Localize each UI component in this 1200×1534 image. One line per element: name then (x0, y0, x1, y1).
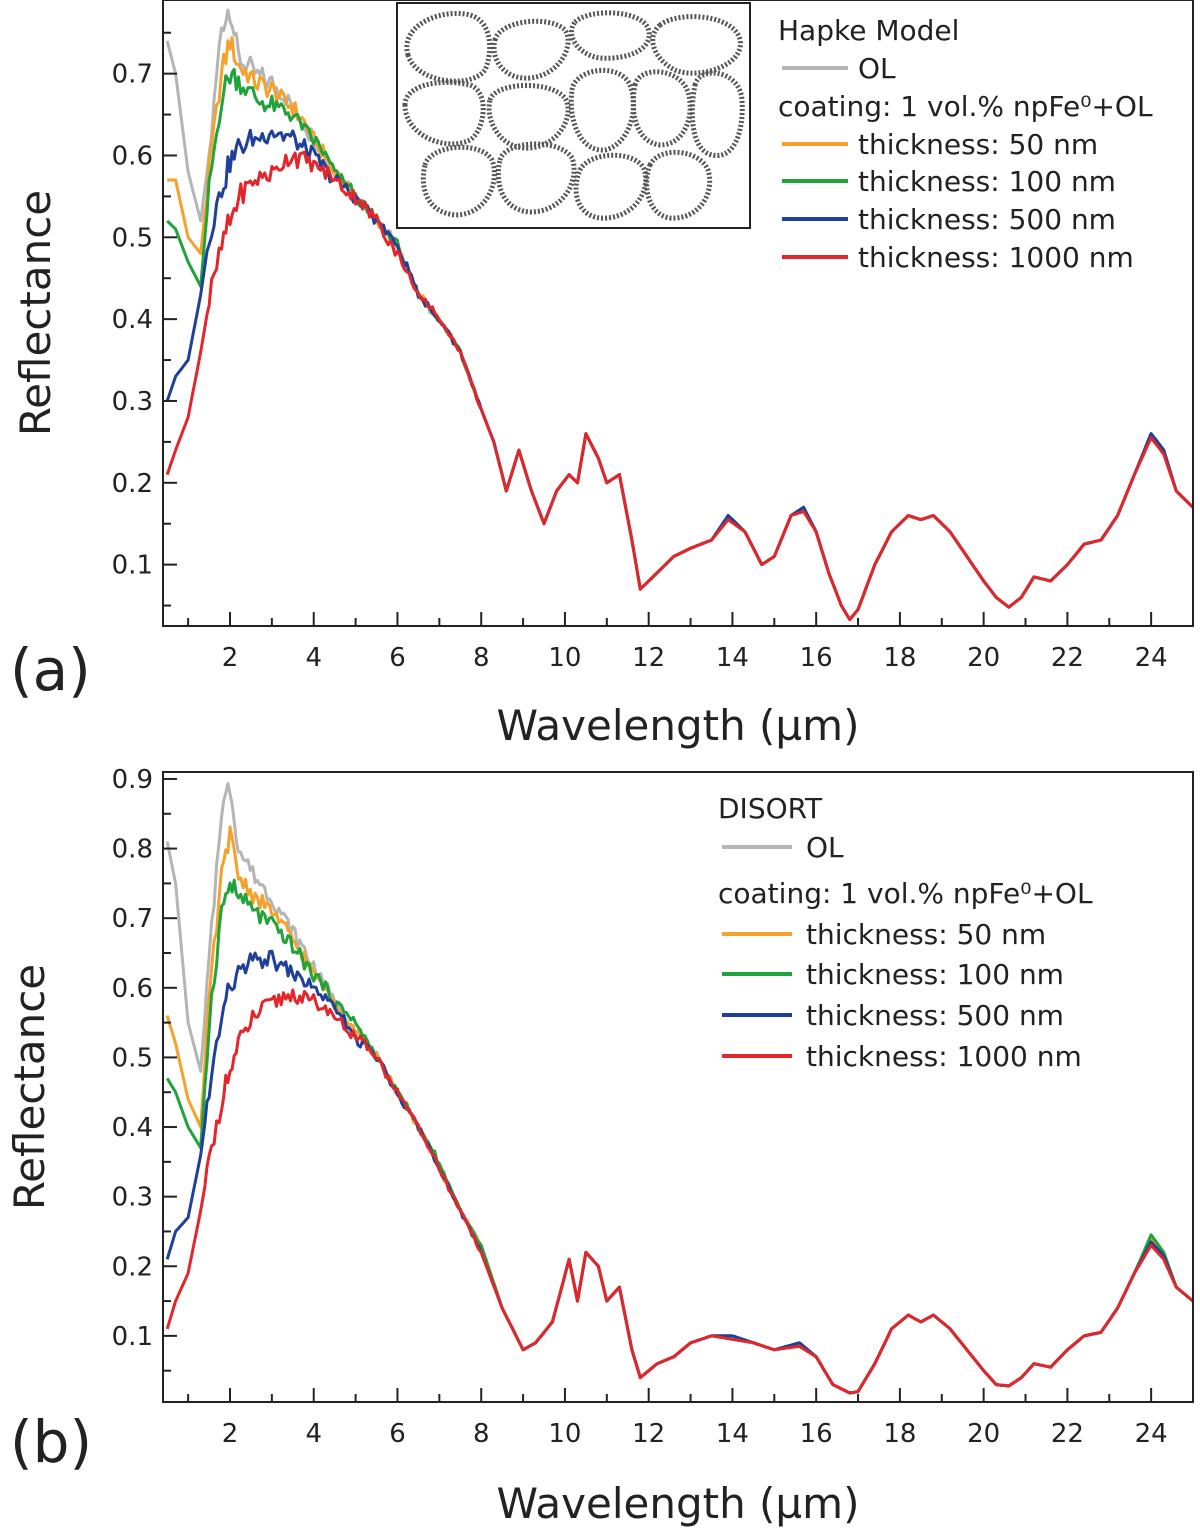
legend-entry-50nm-a: thickness: 50 nm (858, 128, 1098, 161)
plot-area-b (165, 781, 1194, 1395)
axes-frame-b (162, 771, 1194, 1403)
x-tick-label: 18 (883, 1419, 916, 1449)
x-tick-label: 8 (473, 643, 490, 673)
y-tick-label: 0.1 (112, 1322, 153, 1352)
grain-shape (420, 144, 497, 218)
y-tick-label: 0.4 (112, 1113, 153, 1143)
x-tick-label: 20 (967, 643, 1000, 673)
axes-frame-a (162, 0, 1194, 627)
grain-shape (630, 69, 693, 148)
grain-shape (689, 70, 745, 158)
x-tick-label: 12 (632, 1419, 665, 1449)
series-line-thickness-1000-nm (165, 150, 1195, 621)
y-tick-label: 0.4 (112, 305, 153, 335)
x-tick-label: 2 (222, 1419, 239, 1449)
y-tick-label: 0.7 (112, 60, 153, 90)
x-tick-label: 14 (716, 1419, 749, 1449)
y-tick-label: 0.6 (112, 974, 153, 1004)
panel-label-a: (a) (10, 636, 91, 704)
legend-entry-ol-a: OL (858, 52, 896, 85)
legend-title-b: DISORT (718, 792, 823, 825)
legend-entry-100nm-a: thickness: 100 nm (858, 165, 1116, 198)
legend-entry-ol-b: OL (806, 831, 844, 864)
series-line-thickness-1000-nm (165, 988, 1194, 1395)
x-tick-label: 6 (389, 1419, 406, 1449)
y-tick-label: 0.2 (112, 1252, 153, 1282)
y-tick-label: 0.8 (112, 835, 153, 865)
x-tick-label: 24 (1135, 1419, 1168, 1449)
legend-entry-500nm-a: thickness: 500 nm (858, 203, 1116, 236)
y-axis-label-a: Reflectance (11, 190, 60, 436)
x-tick-label: 16 (800, 643, 833, 673)
panel-label-b: (b) (10, 1408, 92, 1476)
x-tick-label: 22 (1051, 1419, 1084, 1449)
legend-entry-50nm-b: thickness: 50 nm (806, 918, 1046, 951)
y-tick-label: 0.3 (112, 387, 153, 417)
x-tick-label: 8 (473, 1419, 490, 1449)
legend-entry-100nm-b: thickness: 100 nm (806, 958, 1064, 991)
grain-coating-inset (396, 2, 751, 229)
y-tick-label: 0.9 (112, 765, 153, 795)
y-axis-label-b: Reflectance (5, 964, 54, 1210)
y-tick-label: 0.5 (112, 1043, 153, 1073)
y-ticks-a: 0.1 0.2 0.3 0.4 0.5 0.6 0.7 (112, 31, 177, 607)
y-tick-label: 0.3 (112, 1183, 153, 1213)
x-tick-label: 12 (632, 643, 665, 673)
x-ticks-a: 2 4 6 8 10 12 14 16 18 20 22 24 (187, 612, 1194, 673)
x-tick-label: 14 (716, 643, 749, 673)
y-tick-label: 0.1 (112, 551, 153, 581)
x-tick-label: 16 (800, 1419, 833, 1449)
x-tick-label: 24 (1135, 643, 1168, 673)
y-tick-label: 0.6 (112, 141, 153, 171)
legend-b: DISORT OL coating: 1 vol.% npFe⁰+OL thic… (718, 792, 1093, 1073)
legend-entry-500nm-b: thickness: 500 nm (806, 999, 1064, 1032)
x-tick-label: 4 (305, 1419, 322, 1449)
grain-shape (644, 149, 713, 221)
grain-shape (486, 83, 571, 151)
plot-area-a (165, 8, 1195, 621)
x-tick-label: 18 (883, 643, 916, 673)
grain-shape (573, 152, 649, 221)
y-ticks-b: 0.1 0.2 0.3 0.4 0.5 0.6 0.7 0.8 0.9 (112, 765, 177, 1372)
x-tick-label: 10 (548, 1419, 581, 1449)
y-tick-label: 0.7 (112, 904, 153, 934)
legend-group-label-a: coating: 1 vol.% npFe⁰+OL (778, 90, 1153, 123)
y-tick-label: 0.2 (112, 469, 153, 499)
x-ticks-b: 2 4 6 8 10 12 14 16 18 20 22 24 (187, 1388, 1194, 1449)
grain-shape (650, 14, 743, 76)
y-tick-label: 0.5 (112, 223, 153, 253)
grain-shape (569, 10, 652, 61)
x-tick-label: 10 (548, 643, 581, 673)
inset-grains (402, 10, 745, 221)
x-axis-label-a: Wavelength (µm) (497, 701, 860, 750)
panel-b: 2 4 6 8 10 12 14 16 18 20 22 24 0.10.20.30.40.50.60… (5, 765, 1194, 1528)
x-tick-label: 2 (222, 643, 239, 673)
grain-shape (495, 141, 577, 215)
legend-a: Hapke Model OL coating: 1 vol.% npFe⁰+OL… (778, 14, 1153, 274)
x-tick-label: 20 (967, 1419, 1000, 1449)
legend-entry-1000nm-b: thickness: 1000 nm (806, 1040, 1082, 1073)
x-tick-label: 22 (1051, 643, 1084, 673)
x-tick-label: 6 (389, 643, 406, 673)
series-line-thickness-50-nm (165, 825, 1194, 1395)
grain-shape (491, 18, 571, 81)
grain-shape (568, 67, 636, 153)
series-line-ol (165, 781, 1194, 1395)
legend-entry-1000nm-a: thickness: 1000 nm (858, 241, 1134, 274)
x-axis-label-b: Wavelength (µm) (497, 1479, 860, 1528)
x-tick-label: 4 (305, 643, 322, 673)
legend-title-a: Hapke Model (778, 14, 959, 47)
panel-a: 2 4 6 8 10 12 14 16 18 20 22 24 0.10.20.30.40.50.60… (10, 0, 1195, 750)
legend-group-label-b: coating: 1 vol.% npFe⁰+OL (718, 877, 1093, 910)
